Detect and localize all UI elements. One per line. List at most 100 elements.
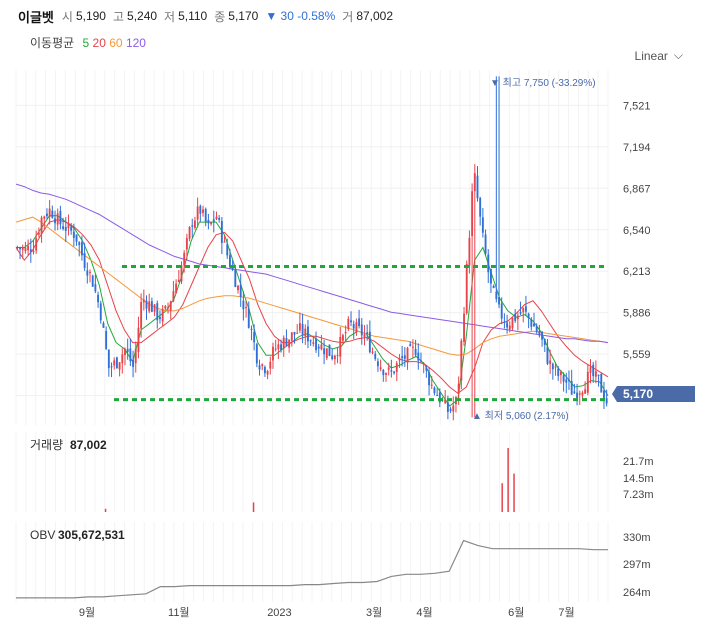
candle-body [487, 254, 490, 273]
obv-panel-label: OBV [30, 528, 55, 542]
ma-5-label: 5 [82, 36, 90, 50]
candle-body [40, 217, 43, 234]
candle-body [183, 252, 186, 266]
candle-body [35, 238, 38, 251]
candle-body [594, 371, 597, 377]
candle-body [323, 348, 326, 355]
candle-body [237, 285, 239, 291]
candle-body [255, 344, 258, 364]
high-label: 고 [112, 9, 125, 24]
candle-body [156, 303, 159, 321]
candle-body [107, 349, 110, 369]
candle-body [24, 247, 27, 252]
volume-panel-label: 거래량 [30, 438, 63, 452]
price-tick: 6,213 [623, 266, 651, 278]
candle-body [175, 283, 178, 294]
candle-body [140, 301, 143, 329]
candle-body [228, 255, 231, 267]
candle-body [56, 213, 59, 225]
candle-body [438, 392, 441, 403]
volume-value: 87,002 [356, 9, 394, 23]
candle-body [603, 390, 605, 402]
candle-body [514, 314, 517, 321]
candle-body [62, 226, 65, 229]
scale-selector[interactable]: Linear ⌵ [635, 48, 683, 63]
candle-body [91, 275, 94, 287]
candle-body [247, 308, 250, 328]
x-tick: 7월 [558, 606, 574, 619]
candle-body [358, 318, 361, 327]
candle-body [557, 368, 560, 376]
candle-body [516, 315, 519, 320]
change-amount: 30 [280, 9, 294, 23]
price-tick: 6,867 [623, 183, 651, 195]
candle-body [325, 348, 328, 358]
ma-120-label: 120 [125, 36, 146, 50]
last-price-value: 5,170 [623, 387, 653, 401]
open-label: 시 [61, 9, 73, 24]
obv-line [16, 539, 608, 599]
x-tick: 3월 [366, 606, 382, 619]
low-value: 5,110 [178, 9, 208, 23]
candle-body [468, 237, 471, 266]
obv-tick-2: 297m [623, 559, 651, 571]
close-value: 5,170 [228, 9, 259, 23]
open-value: 5,190 [75, 9, 106, 23]
candle-body [446, 402, 449, 412]
candle-body [430, 384, 433, 386]
candle-body [522, 308, 525, 313]
candle-body [559, 371, 562, 376]
ma-20-line [15, 219, 609, 394]
down-triangle-icon: ▼ [265, 9, 278, 23]
candle-body [242, 300, 245, 310]
candle-body [167, 307, 169, 309]
candle-body [78, 242, 81, 246]
price-tick: 6,540 [623, 225, 651, 237]
candle-body [403, 355, 406, 359]
candle-body [282, 337, 285, 349]
candle-body [239, 284, 242, 297]
candle-body [331, 355, 334, 359]
candle-body [573, 391, 576, 394]
candle-body [274, 348, 277, 350]
header-ohlc: 이글벳 시 5,190 고 5,240 저 5,110 종 5,170 ▼ 30 -0.… [18, 6, 400, 26]
candle-body [59, 210, 62, 225]
candle-body [387, 367, 390, 370]
candle-body [589, 367, 592, 373]
candle-body [212, 219, 215, 222]
candle-body [89, 272, 91, 274]
candle-body [568, 379, 570, 382]
candle-body [390, 370, 393, 372]
candle-body [64, 226, 67, 231]
candle-body [51, 210, 54, 218]
candle-body [188, 227, 191, 239]
obv-tick-3: 264m [623, 587, 651, 599]
price-tick: 7,521 [623, 100, 651, 112]
candle-body [102, 323, 105, 328]
high-marker: ▼ 최고 7,750 (-33.29%) [490, 77, 596, 89]
candle-body [371, 351, 374, 353]
candle-body [118, 362, 121, 370]
candle-body [411, 346, 414, 348]
candle-body [484, 234, 487, 254]
candle-body [455, 397, 457, 405]
candle-body [490, 268, 492, 284]
candle-body [220, 221, 223, 243]
candle-body [519, 312, 522, 314]
candle-body [605, 398, 608, 404]
candle-body [492, 285, 495, 289]
candle-body [538, 330, 541, 336]
candle-body [436, 395, 439, 397]
x-tick: 6월 [508, 606, 524, 619]
candle-body [530, 319, 533, 327]
candle-body [277, 344, 280, 350]
candle-body [80, 242, 83, 256]
candle-body [344, 332, 347, 334]
candle-body [508, 325, 511, 330]
moving-average-legend[interactable]: 이동평균 5 20 60 120 [30, 34, 146, 51]
candle-body [177, 279, 180, 283]
candle-body [145, 300, 148, 309]
candle-body [495, 291, 498, 300]
candle-body [204, 208, 207, 222]
